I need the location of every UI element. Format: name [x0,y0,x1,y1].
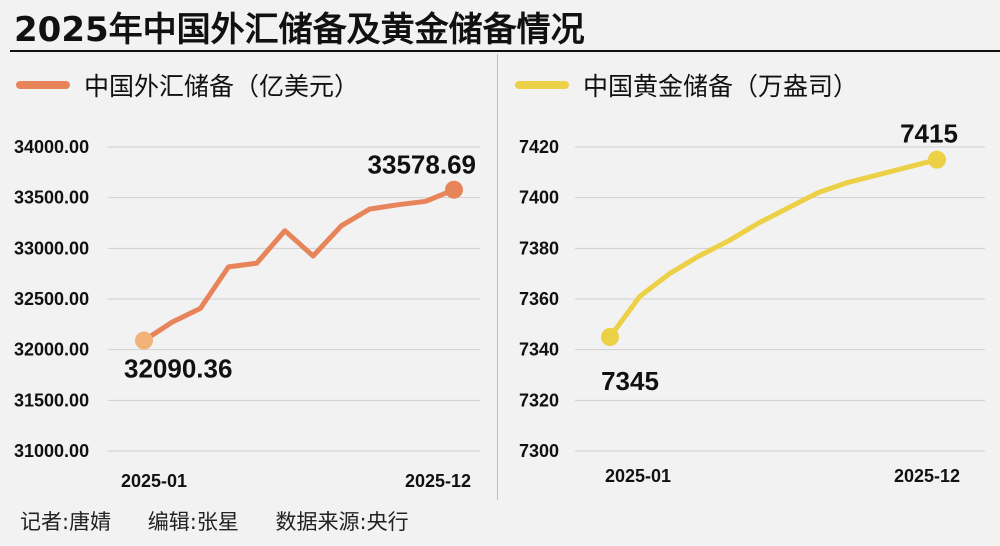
forex-chart: 31000.00 31500.00 32000.00 32500.00 33000.00… [14,137,480,491]
gold-xtick-label: 2025-01 [605,466,671,486]
gold-ytick-label: 7360 [519,289,559,309]
gold-first-value-label: 7345 [601,366,659,396]
gold-start-point [601,328,619,346]
legend-gold-swatch [515,81,569,89]
forex-xtick-label: 2025-01 [121,471,187,491]
forex-series-line [141,187,457,343]
footer: 记者:唐婧 编辑:张星 数据来源:央行 [20,506,439,536]
gold-ytick-label: 7300 [519,441,559,461]
gold-xtick-label: 2025-12 [894,466,960,486]
footer-source: 数据来源:央行 [275,510,409,534]
page-title: 2025年中国外汇储备及黄金储备情况 [14,10,585,50]
title-rule [10,50,1000,52]
legend-forex-swatch [16,81,70,89]
forex-ytick-label: 32500.00 [14,289,89,309]
forex-last-value-label: 33578.69 [368,150,476,180]
forex-end-point [445,180,463,199]
legend-forex-label: 中国外汇储备（亿美元） [84,72,360,101]
footer-editor: 编辑:张星 [147,510,239,534]
footer-reporter: 记者:唐婧 [20,510,112,534]
forex-ytick-label: 34000.00 [14,137,89,157]
gold-ytick-label: 7400 [519,188,559,208]
gold-ytick-label: 7340 [519,340,559,360]
gold-last-value-label: 7415 [900,119,958,149]
gold-ytick-label: 7380 [519,238,559,258]
forex-first-value-label: 32090.36 [124,354,232,384]
forex-xtick-label: 2025-12 [405,471,471,491]
forex-ytick-label: 33500.00 [14,188,89,208]
legend-forex: 中国外汇储备（亿美元） [16,68,359,102]
forex-ytick-label: 31000.00 [14,441,89,461]
gold-ytick-label: 7420 [519,137,559,157]
forex-ytick-label: 32000.00 [14,340,89,360]
legend-gold: 中国黄金储备（万盎司） [515,68,858,102]
legend-gold-label: 中国黄金储备（万盎司） [583,72,859,101]
gold-end-point [928,150,946,169]
panel-divider [497,54,498,500]
gold-series-line [607,157,940,340]
forex-ytick-label: 31500.00 [14,390,89,410]
forex-start-point [135,331,153,350]
forex-ytick-label: 33000.00 [14,238,89,258]
gold-ytick-label: 7320 [519,390,559,410]
